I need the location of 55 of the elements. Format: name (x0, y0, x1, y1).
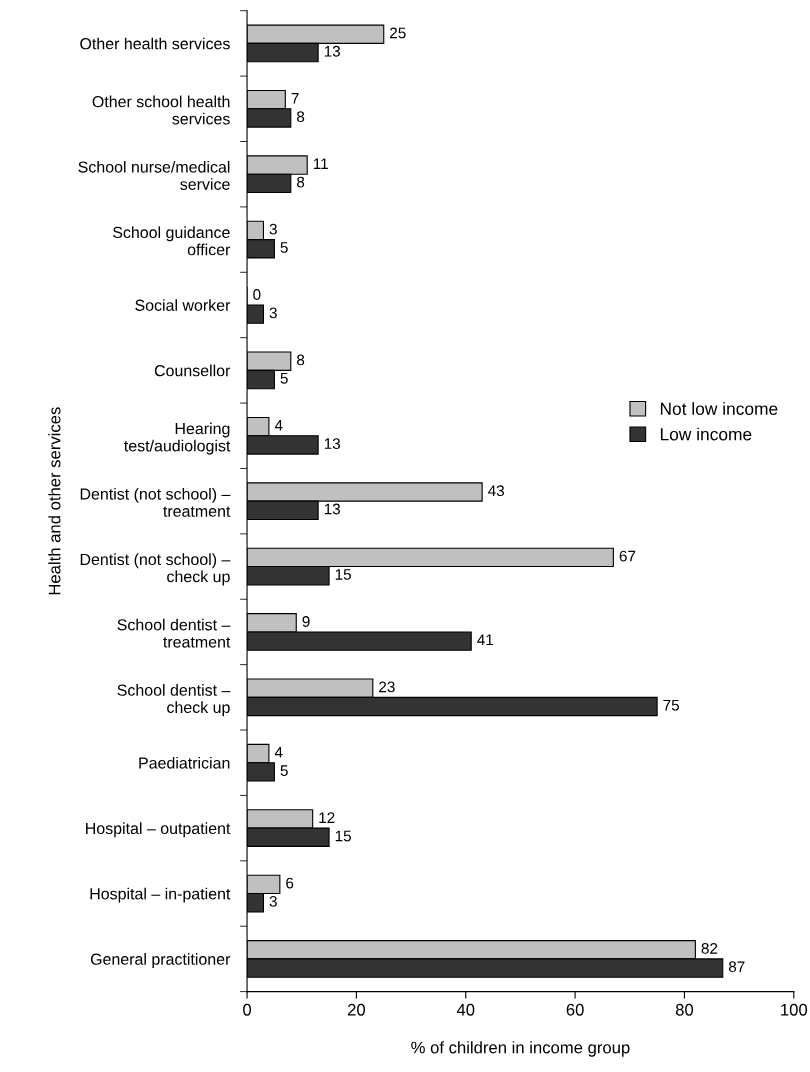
y-tick-label: Social worker (135, 299, 231, 311)
y-tick-label: Other school health services (92, 95, 230, 125)
data-label: 15 (335, 569, 351, 580)
data-label: 23 (379, 681, 395, 693)
y-tick-label: General practitioner (90, 953, 231, 969)
data-label: 8 (297, 111, 305, 123)
data-label: 13 (324, 438, 340, 450)
y-tick-label: Paediatrician (139, 756, 230, 769)
data-label: 7 (291, 93, 299, 104)
data-label: 3 (269, 223, 277, 235)
y-tick-label: Other health services (80, 37, 230, 50)
data-label: 5 (280, 242, 288, 253)
data-label: 4 (274, 420, 283, 431)
y-tick-label: Hearing test/audiologist (124, 422, 231, 455)
legend-label: Not low income (660, 402, 778, 415)
data-label: 75 (663, 699, 680, 711)
data-label: 13 (324, 503, 340, 515)
data-label: 0 (253, 289, 261, 300)
data-label: 13 (324, 45, 340, 57)
y-axis-title: Health and other services (48, 407, 61, 595)
y-tick-label: Hospital – in-patient (90, 887, 231, 903)
y-tick-label: Counsellor (154, 364, 231, 377)
data-label: 12 (319, 812, 335, 823)
data-label: 3 (269, 895, 277, 907)
data-label: 8 (297, 176, 305, 188)
x-tick-label: 40 (456, 1003, 475, 1016)
data-label: 25 (390, 27, 406, 39)
x-tick-label: 60 (566, 1003, 584, 1016)
x-tick-label: 0 (243, 1003, 252, 1016)
data-label: 9 (302, 616, 310, 627)
x-axis-title: % of children in income group (411, 1041, 630, 1057)
data-label: 6 (286, 877, 294, 889)
data-label: 67 (619, 550, 636, 562)
y-tick-label: Dentist (not school) – treatment (80, 487, 231, 517)
y-tick-label: School dentist – check up (117, 684, 231, 717)
x-tick-label: 20 (347, 1003, 366, 1016)
data-label: 11 (313, 158, 328, 169)
x-tick-label: 100 (781, 1003, 808, 1016)
data-label: 41 (477, 634, 494, 646)
data-label: 5 (280, 765, 288, 776)
data-label: 3 (269, 307, 277, 319)
data-label: 4 (274, 747, 283, 758)
data-label: 87 (728, 961, 745, 973)
x-tick-label: 80 (675, 1003, 694, 1016)
data-label: 82 (701, 943, 718, 954)
y-tick-label: Dentist (not school) – check up (80, 553, 231, 586)
y-tick-label: School guidance officer (113, 226, 231, 256)
y-tick-label: School dentist – treatment (117, 618, 231, 648)
legend-label: Low income (660, 427, 752, 441)
y-tick-label: Hospital – outpatient (86, 822, 231, 838)
data-label: 8 (297, 354, 305, 366)
y-tick-label: School nurse/medical service (78, 160, 230, 190)
data-label: 5 (280, 372, 288, 384)
data-label: 15 (335, 830, 351, 842)
data-label: 43 (488, 485, 505, 497)
